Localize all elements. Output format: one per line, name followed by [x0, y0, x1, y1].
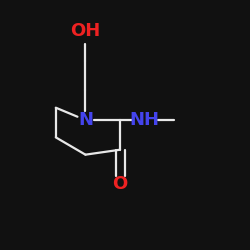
FancyBboxPatch shape [76, 24, 95, 38]
Text: OH: OH [70, 22, 100, 40]
FancyBboxPatch shape [114, 177, 126, 192]
Text: N: N [78, 111, 93, 129]
Text: O: O [112, 175, 128, 193]
FancyBboxPatch shape [135, 113, 154, 127]
FancyBboxPatch shape [80, 113, 91, 127]
Text: NH: NH [130, 111, 160, 129]
